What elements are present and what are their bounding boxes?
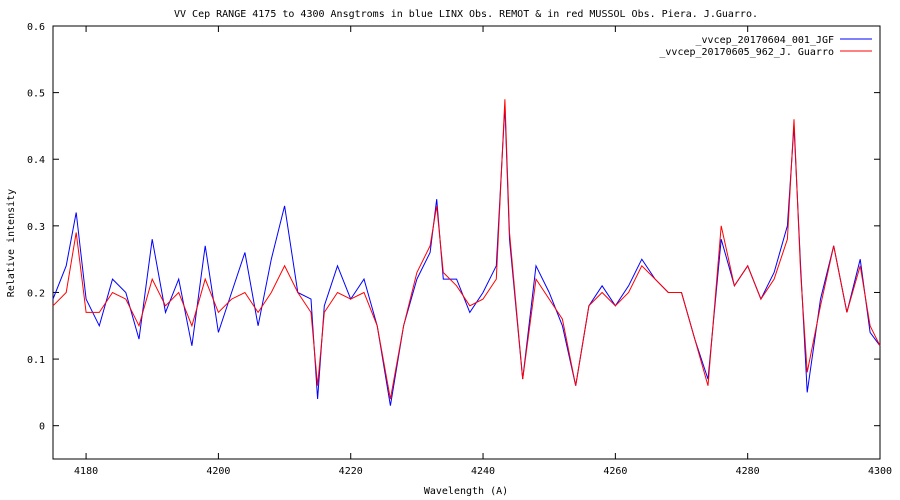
legend-label: _vvcep_20170604_001_JGF xyxy=(696,35,834,46)
series-line-2 xyxy=(52,99,881,400)
y-axis: 0 0.1 0.2 0.3 0.4 0.5 0.6 xyxy=(27,22,880,433)
y-tick-label: 0.5 xyxy=(27,89,45,100)
x-axis: 4180 4200 4220 4240 4260 4280 4300 xyxy=(74,26,892,477)
x-tick-label: 4280 xyxy=(736,466,760,477)
plot-border xyxy=(52,25,881,460)
x-tick-label: 4220 xyxy=(339,466,363,477)
legend-label: _vvcep_20170605_962_J. Guarro xyxy=(659,47,834,58)
plot-frame xyxy=(52,25,881,460)
y-tick-label: 0.4 xyxy=(27,155,45,166)
legend: _vvcep_20170604_001_JGF_vvcep_20170605_9… xyxy=(659,35,872,58)
x-tick-label: 4180 xyxy=(74,466,98,477)
x-tick-label: 4300 xyxy=(868,466,892,477)
y-tick-label: 0.1 xyxy=(27,355,45,366)
x-tick-label: 4200 xyxy=(206,466,230,477)
x-tick-label: 4260 xyxy=(603,466,627,477)
y-axis-label: Relative intensity xyxy=(6,189,17,297)
y-tick-label: 0 xyxy=(39,422,45,433)
y-tick-label: 0.2 xyxy=(27,288,45,299)
y-tick-label: 0.6 xyxy=(27,22,45,33)
series-layer xyxy=(52,99,881,406)
series-line-1 xyxy=(52,105,881,406)
y-tick-label: 0.3 xyxy=(27,222,45,233)
x-tick-label: 4240 xyxy=(471,466,495,477)
x-axis-label: Wavelength (A) xyxy=(424,486,508,497)
chart-title: VV Cep RANGE 4175 to 4300 Ansgtroms in b… xyxy=(174,9,758,20)
